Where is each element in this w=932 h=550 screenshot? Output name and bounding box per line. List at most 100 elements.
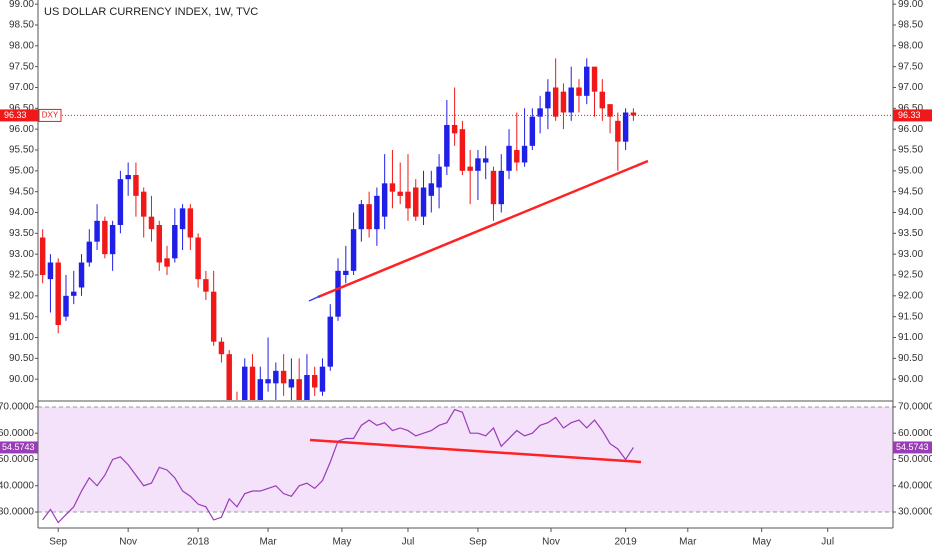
candle-body (584, 66, 590, 96)
candle-body (102, 220, 108, 255)
candle-body (475, 158, 481, 171)
candle-body (164, 258, 170, 267)
x-tick-label: May (332, 537, 351, 548)
candle-body (257, 379, 264, 400)
x-tick-label: Nov (119, 537, 137, 548)
x-tick-label: Sep (49, 537, 67, 548)
candle-body (280, 370, 287, 384)
y-tick-label: 50.0000 (898, 454, 932, 465)
rsi-line (42, 408, 634, 524)
chart-title: US DOLLAR CURRENCY INDEX, 1W, TVC (44, 6, 258, 18)
y-tick-label: 98.50 (9, 20, 34, 31)
price-trendline (317, 159, 649, 299)
candle-body (615, 120, 621, 142)
y-tick-label: 30.0000 (898, 507, 932, 518)
y-tick-label: 98.00 (9, 40, 34, 51)
price-tag-label: 96.33 (4, 110, 27, 120)
y-tick-label: 95.00 (9, 165, 34, 176)
y-tick-label: 92.00 (9, 290, 34, 301)
y-tick-label: 60.0000 (898, 428, 932, 439)
rsi-band (38, 406, 893, 513)
x-tick-label: Sep (469, 537, 487, 548)
y-tick-label: 60.0000 (0, 428, 34, 439)
candle-body (78, 262, 85, 288)
symbol-tag (38, 108, 62, 122)
candle-body (506, 145, 512, 171)
y-tick-label: 50.0000 (0, 454, 34, 465)
candle-body (374, 195, 380, 230)
symbol-label: DXY (42, 111, 59, 120)
candle-body (482, 158, 489, 163)
candle-body (304, 375, 310, 400)
x-tick-label: Mar (259, 537, 277, 548)
candle-body (296, 379, 302, 400)
candle-body (140, 191, 147, 217)
y-tick-label: 90.50 (898, 353, 923, 364)
candle-body (405, 191, 411, 209)
candle-body (459, 129, 466, 171)
y-tick-label: 97.00 (898, 82, 923, 93)
candle-body (210, 291, 217, 342)
y-tick-label: 95.50 (898, 145, 923, 156)
rsi-tag-label: 54.5743 (2, 442, 35, 452)
y-tick-label: 93.00 (9, 249, 34, 260)
rsi-trendline (309, 438, 642, 464)
y-tick-label: 93.00 (898, 249, 923, 260)
y-tick-label: 94.00 (9, 207, 34, 218)
y-tick-label: 99.00 (898, 0, 923, 10)
candle-body (335, 270, 341, 317)
y-tick-label: 40.0000 (898, 480, 932, 491)
y-tick-label: 70.0000 (898, 402, 932, 413)
y-tick-label: 92.50 (898, 270, 923, 281)
y-tick-label: 96.50 (9, 103, 34, 114)
y-tick-label: 40.0000 (0, 480, 34, 491)
y-tick-label: 93.50 (898, 228, 923, 239)
candle-body (366, 204, 372, 230)
candle-body (514, 150, 520, 163)
candle-body (273, 370, 279, 384)
y-tick-label: 90.00 (898, 374, 923, 385)
y-tick-label: 97.50 (9, 61, 34, 72)
candle-body (218, 341, 225, 355)
candle-body (552, 87, 559, 117)
rsi-tag-label: 54.5743 (896, 442, 929, 452)
candle-body (576, 87, 582, 96)
candle-body (71, 291, 77, 296)
x-tick-label: 2019 (614, 537, 637, 548)
candle-body (94, 220, 100, 242)
x-tick-label: Nov (542, 537, 560, 548)
y-tick-label: 98.50 (898, 20, 923, 31)
candle-body (521, 145, 528, 163)
candle-body (529, 116, 536, 146)
candles (39, 58, 637, 400)
x-tick-label: Jul (821, 537, 834, 548)
candle-body (249, 366, 256, 400)
candle-body (436, 166, 442, 188)
candle-body (420, 187, 427, 217)
candle-body (413, 187, 419, 217)
y-tick-label: 97.00 (9, 82, 34, 93)
candle-body (591, 66, 598, 92)
candle-body (389, 183, 396, 192)
y-tick-label: 95.50 (9, 145, 34, 156)
y-tick-label: 94.50 (898, 186, 923, 197)
candle-body (630, 112, 637, 116)
candle-body (156, 225, 162, 263)
candle-body (319, 366, 326, 392)
y-tick-label: 94.50 (9, 186, 34, 197)
x-tick-label: May (752, 537, 771, 548)
candle-body (397, 191, 403, 196)
y-tick-label: 96.00 (9, 124, 34, 135)
candle-body (39, 237, 46, 275)
y-tick-label: 90.00 (9, 374, 34, 385)
candle-body (622, 112, 629, 142)
price-tag-label: 96.33 (898, 110, 921, 120)
y-tick-label: 92.00 (898, 290, 923, 301)
y-tick-label: 91.00 (9, 332, 34, 343)
y-tick-label: 95.00 (898, 165, 923, 176)
y-tick-label: 96.50 (898, 103, 923, 114)
price-trendline-start (308, 295, 321, 302)
candle-body (242, 366, 248, 400)
candle-body (343, 270, 349, 275)
